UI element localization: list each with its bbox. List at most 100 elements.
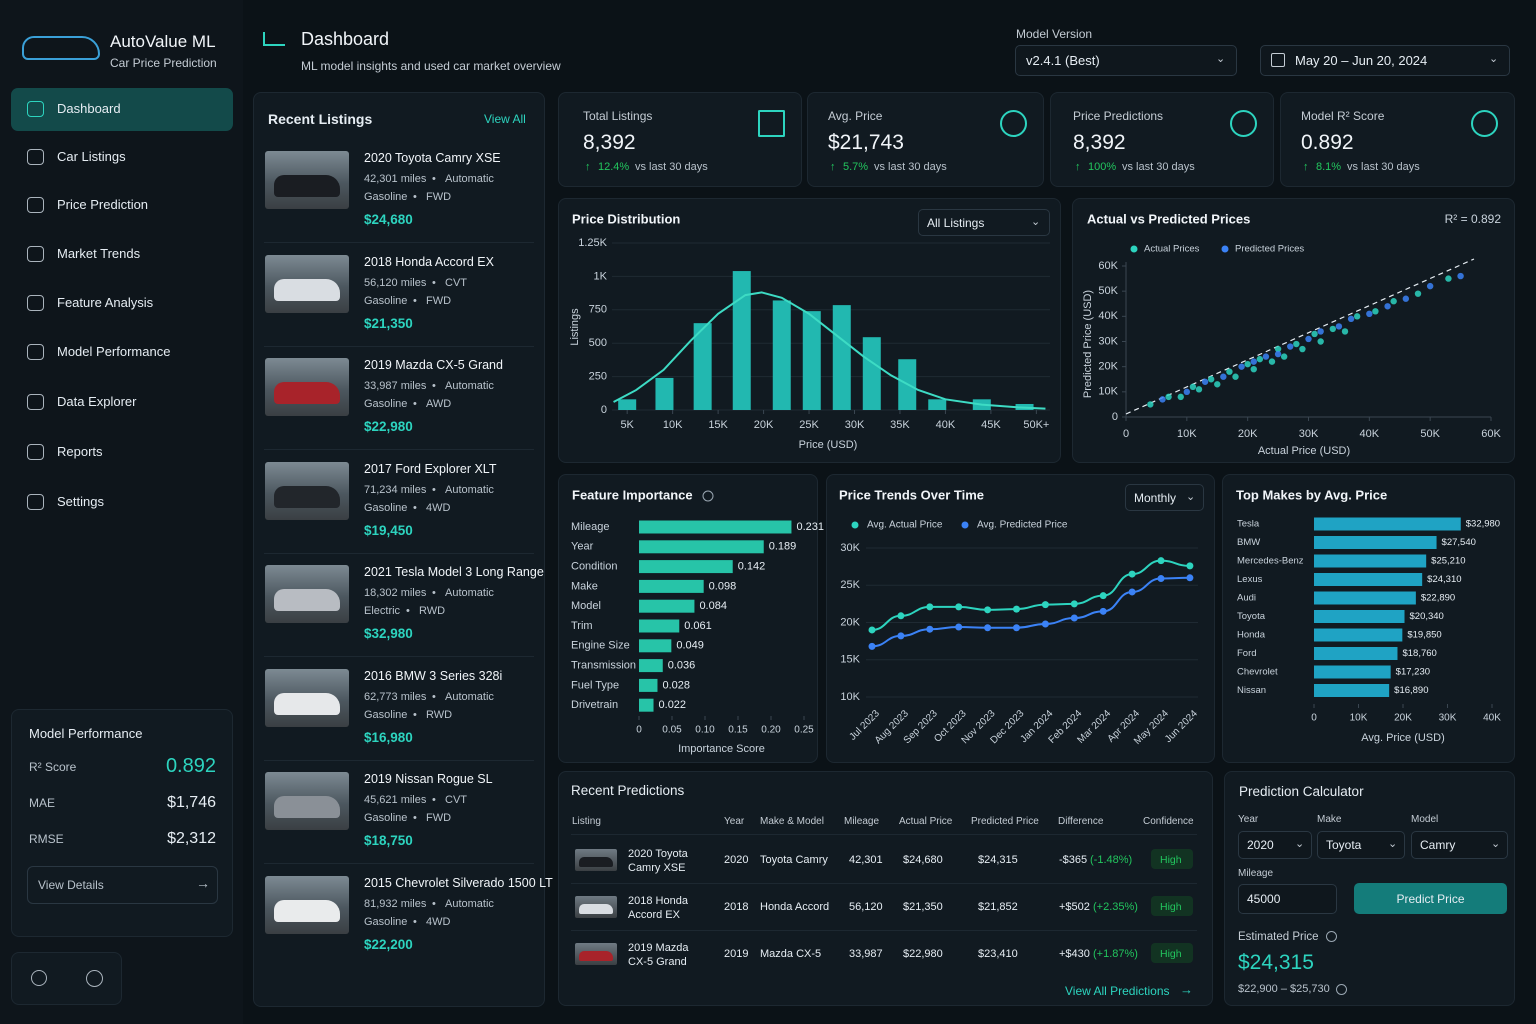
separator: • (413, 501, 417, 514)
separator: • (432, 380, 436, 392)
listing-drive: 4WD (426, 915, 451, 928)
filter-select[interactable] (918, 209, 1050, 236)
nav-item[interactable]: Settings (57, 494, 104, 509)
confidence-cell: High (1160, 901, 1182, 913)
separator: • (413, 708, 417, 721)
listing-fuel: Gasoline (364, 501, 408, 514)
select-field[interactable] (1317, 831, 1405, 859)
view-all-link[interactable]: View All (484, 112, 526, 126)
kpi-value: $21,743 (828, 131, 904, 154)
nav-icon (27, 246, 44, 262)
separator: • (413, 812, 417, 824)
nav-item[interactable]: Dashboard (57, 101, 121, 116)
view-details-label: View Details (38, 878, 104, 892)
estimate-label: Estimated Price (1238, 931, 1319, 943)
estimate-value: $24,315 (1238, 951, 1314, 974)
kpi-change-text: vs last 30 days (874, 161, 947, 173)
arrow-icon: → (196, 875, 210, 891)
panel-title: Recent Listings (268, 111, 373, 127)
up-arrow: ↑ (585, 161, 591, 173)
kpi-card (558, 92, 802, 187)
panel-title: Recent Predictions (571, 783, 685, 798)
listing-name: 2015 Chevrolet Silverado 1500 LT (364, 875, 553, 890)
chevron: ⌄ (1186, 491, 1196, 503)
calendar-icon (1271, 53, 1285, 67)
select-field[interactable] (1238, 831, 1312, 859)
kpi-value: 8,392 (583, 131, 636, 154)
confidence-badge (1151, 943, 1193, 963)
column-header: Confidence (1143, 816, 1194, 827)
metric-label: RMSE (29, 832, 64, 846)
kpi-change: 12.4% (598, 161, 630, 173)
predicted-cell: $21,852 (978, 901, 1018, 913)
info-icon (1326, 931, 1337, 942)
listing-mileage: 42,301 miles (364, 173, 427, 185)
nav-icon (27, 444, 44, 460)
panel-title: Prediction Calculator (1239, 784, 1364, 799)
model-version-select[interactable] (1015, 45, 1237, 76)
estimate-range: $22,900 – $25,730 (1238, 983, 1330, 995)
confidence-cell: High (1160, 854, 1182, 866)
header-icon (263, 32, 285, 46)
chevron: ⌄ (1491, 838, 1501, 850)
predicted-cell: $24,315 (978, 854, 1018, 866)
view-details-button[interactable] (27, 866, 218, 904)
toolbar (11, 952, 122, 1005)
field-label: Year (1238, 814, 1259, 825)
recent-predictions-panel (558, 771, 1213, 1006)
listing-transmission: Automatic (445, 173, 494, 185)
kpi-card (1280, 92, 1515, 187)
up-arrow: ↑ (830, 161, 836, 173)
car-body (579, 904, 613, 914)
column-header: Actual Price (899, 816, 953, 827)
nav-item[interactable]: Feature Analysis (57, 295, 154, 310)
listing-name: 2016 BMW 3 Series 328i (364, 668, 503, 683)
nav-item[interactable]: Market Trends (57, 246, 141, 261)
metric-label: MAE (29, 796, 56, 810)
kpi-change-text: vs last 30 days (1347, 161, 1420, 173)
year-cell: 2018 (724, 901, 749, 913)
nav-item[interactable]: Model Performance (57, 344, 171, 359)
column-header: Listing (572, 816, 601, 827)
select-field[interactable] (1411, 831, 1508, 859)
listing-mileage: 71,234 miles (364, 483, 427, 496)
theme-icon[interactable] (31, 970, 47, 986)
nav-item[interactable]: Data Explorer (57, 394, 137, 409)
date-range-select[interactable] (1260, 45, 1510, 76)
car-body (274, 382, 340, 404)
car-body (274, 899, 340, 922)
predict-button[interactable] (1354, 883, 1507, 914)
listing-price: $22,980 (364, 419, 413, 434)
nav-icon (27, 494, 44, 510)
divider (264, 552, 534, 554)
model-performance-panel (11, 709, 233, 937)
nav-item[interactable]: Car Listings (57, 149, 126, 164)
listing-drive: FWD (426, 191, 452, 203)
view-all-predictions[interactable]: View All Predictions (1065, 984, 1170, 998)
separator: • (432, 173, 436, 185)
listing-name: 2019 Nissan Rogue SL (364, 772, 493, 786)
listing-drive: RWD (419, 605, 446, 617)
listing-drive: FWD (426, 812, 452, 824)
nav-item[interactable]: Price Prediction (57, 197, 149, 212)
column-header: Mileage (844, 816, 880, 827)
listing-name: 2019 Mazda CX-5 Grand (364, 358, 503, 372)
kpi-label: Model R² Score (1301, 109, 1385, 123)
nav-item[interactable]: Reports (57, 444, 103, 459)
kpi-icon (1471, 110, 1498, 137)
column-header: Predicted Price (971, 816, 1039, 827)
listing-mileage: 81,932 miles (364, 897, 427, 910)
field-value: 2020 (1247, 838, 1274, 852)
make-model-cell: Honda Accord (760, 901, 830, 913)
field-label: Make (1317, 814, 1342, 825)
car-body (274, 278, 340, 301)
nav-icon (27, 295, 44, 311)
listing-price: $24,680 (364, 212, 413, 227)
settings-icon[interactable] (86, 970, 103, 987)
listing-fuel: Gasoline (364, 708, 408, 721)
recent-listings-panel (253, 92, 545, 1007)
interval-select[interactable] (1125, 484, 1204, 511)
car-body (274, 175, 340, 197)
listing-mileage: 56,120 miles (364, 276, 427, 289)
input-field[interactable] (1238, 884, 1337, 914)
